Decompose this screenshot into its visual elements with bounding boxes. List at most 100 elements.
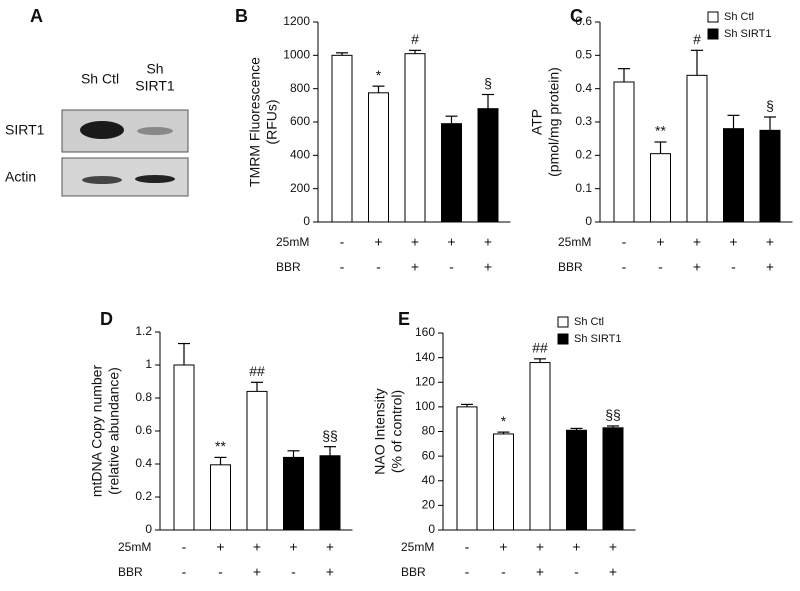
significance: * (376, 67, 382, 83)
bar (686, 74, 708, 223)
condition-symbol: - (622, 259, 627, 275)
row-label: Actin (5, 169, 36, 185)
legend-swatch (707, 28, 719, 40)
y-tick-label: 140 (415, 350, 435, 364)
significance: §§ (322, 427, 338, 443)
condition-name: BBR (276, 260, 301, 274)
condition-name: 25mM (401, 540, 434, 554)
significance: ## (249, 363, 265, 379)
condition-symbol: - (658, 259, 663, 275)
significance: * (501, 413, 507, 429)
y-axis-label: mtDNA Copy number (89, 365, 105, 498)
condition-symbol: + (766, 234, 774, 250)
row-label: SIRT1 (5, 122, 45, 138)
y-axis-label: (pmol/mg protein) (546, 67, 562, 177)
condition-symbol: - (376, 259, 381, 275)
y-tick-label: 0.4 (575, 81, 592, 95)
panel-letter: C (570, 6, 583, 26)
condition-symbol: + (572, 539, 580, 555)
y-tick-label: 80 (422, 424, 436, 438)
bar (319, 455, 341, 531)
panel-letter: B (235, 6, 248, 26)
condition-symbol: + (411, 259, 419, 275)
condition-symbol: + (536, 564, 544, 580)
lane-label: Sh (146, 61, 163, 77)
significance: # (411, 31, 419, 47)
condition-symbol: + (766, 259, 774, 275)
condition-name: BBR (401, 565, 426, 579)
bar (173, 364, 195, 531)
bar (723, 128, 744, 223)
y-tick-label: 1200 (283, 14, 310, 28)
y-axis-label: TMRM Fluorescence (247, 57, 263, 187)
bar (368, 92, 389, 223)
y-tick-label: 0.8 (135, 390, 152, 404)
y-tick-label: 0 (145, 522, 152, 536)
condition-symbol: + (447, 234, 455, 250)
y-tick-label: 0.6 (135, 423, 152, 437)
y-axis-label: (relative abundance) (106, 367, 122, 495)
condition-symbol: - (182, 539, 187, 555)
bar (441, 123, 462, 223)
condition-symbol: - (340, 259, 345, 275)
y-tick-label: 0.4 (135, 456, 152, 470)
condition-symbol: + (536, 539, 544, 555)
bar (404, 53, 426, 223)
y-tick-label: 0.3 (575, 114, 592, 128)
y-tick-label: 0 (428, 522, 435, 536)
y-axis-label: (RFUs) (264, 99, 280, 144)
legend-label: Sh Ctl (724, 11, 754, 23)
y-tick-label: 1000 (283, 48, 310, 62)
legend-swatch (707, 11, 719, 23)
legend-label: Sh SIRT1 (724, 28, 772, 40)
bar (650, 153, 671, 223)
condition-symbol: + (216, 539, 224, 555)
y-tick-label: 0.1 (575, 181, 592, 195)
band (80, 121, 124, 139)
band (135, 175, 175, 183)
condition-symbol: + (499, 539, 507, 555)
condition-symbol: + (289, 539, 297, 555)
y-tick-label: 20 (422, 498, 436, 512)
bar (331, 54, 353, 223)
condition-name: BBR (118, 565, 143, 579)
y-tick-label: 1.2 (135, 324, 152, 338)
condition-symbol: + (253, 564, 261, 580)
bar (283, 456, 304, 531)
y-tick-label: 0.5 (575, 48, 592, 62)
bar (613, 81, 635, 223)
condition-symbol: - (449, 259, 454, 275)
condition-symbol: + (253, 539, 261, 555)
y-tick-label: 0 (585, 214, 592, 228)
y-axis-label: (% of control) (389, 390, 405, 473)
bar (456, 406, 478, 531)
legend-label: Sh SIRT1 (574, 333, 622, 345)
band (137, 127, 173, 135)
condition-symbol: - (465, 539, 470, 555)
bar (759, 129, 781, 223)
condition-name: 25mM (558, 235, 591, 249)
y-tick-label: 120 (415, 374, 435, 388)
y-tick-label: 60 (422, 448, 436, 462)
condition-symbol: + (374, 234, 382, 250)
significance: ** (215, 438, 226, 454)
bar (529, 362, 551, 531)
panel-letter: D (100, 309, 113, 329)
condition-symbol: - (218, 564, 223, 580)
bar (602, 427, 624, 531)
significance: ## (532, 340, 548, 356)
bar (566, 429, 587, 531)
condition-symbol: - (291, 564, 296, 580)
bar (493, 433, 514, 531)
condition-symbol: + (326, 564, 334, 580)
lane-label: SIRT1 (135, 78, 175, 94)
condition-symbol: - (340, 234, 345, 250)
bar (246, 390, 268, 531)
y-tick-label: 0 (303, 214, 310, 228)
condition-symbol: - (574, 564, 579, 580)
panel-letter: E (398, 309, 410, 329)
significance: ** (655, 123, 666, 139)
condition-name: 25mM (118, 540, 151, 554)
y-tick-label: 800 (290, 81, 310, 95)
